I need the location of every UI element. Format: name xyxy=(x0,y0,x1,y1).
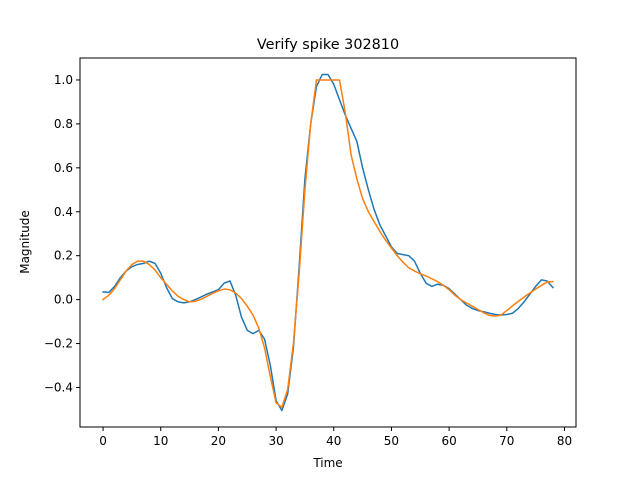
series-line-2 xyxy=(102,79,554,408)
y-tick-label: 1.0 xyxy=(54,73,73,87)
x-tick-label: 80 xyxy=(557,434,572,448)
x-tick-label: 10 xyxy=(153,434,168,448)
chart-title: Verify spike 302810 xyxy=(257,37,399,53)
x-tick-label: 40 xyxy=(326,434,341,448)
series-line-1 xyxy=(102,73,554,412)
y-tick-label: −0.4 xyxy=(44,380,73,394)
y-tick-label: 0.8 xyxy=(54,117,73,131)
x-axis-title: Time xyxy=(312,456,342,470)
y-tick-label: 0.4 xyxy=(54,205,73,219)
x-tick-label: 0 xyxy=(99,434,107,448)
x-tick-label: 70 xyxy=(499,434,514,448)
y-tick-label: −0.2 xyxy=(44,337,73,351)
y-tick-label: 0.0 xyxy=(54,293,73,307)
x-tick-label: 20 xyxy=(211,434,226,448)
series-layer xyxy=(102,73,554,412)
y-axis-title: Magnitude xyxy=(18,210,32,274)
y-tick-label: 0.6 xyxy=(54,161,73,175)
x-tick-label: 60 xyxy=(441,434,456,448)
x-tick-label: 30 xyxy=(268,434,283,448)
x-tick-label: 50 xyxy=(384,434,399,448)
x-axis: 0 10 20 30 40 50 60 70 80 xyxy=(99,427,572,448)
plot-area-frame xyxy=(79,57,577,428)
y-axis: −0.4 −0.2 0.0 0.2 0.4 0.6 0.8 1.0 xyxy=(44,73,80,394)
y-tick-label: 0.2 xyxy=(54,249,73,263)
